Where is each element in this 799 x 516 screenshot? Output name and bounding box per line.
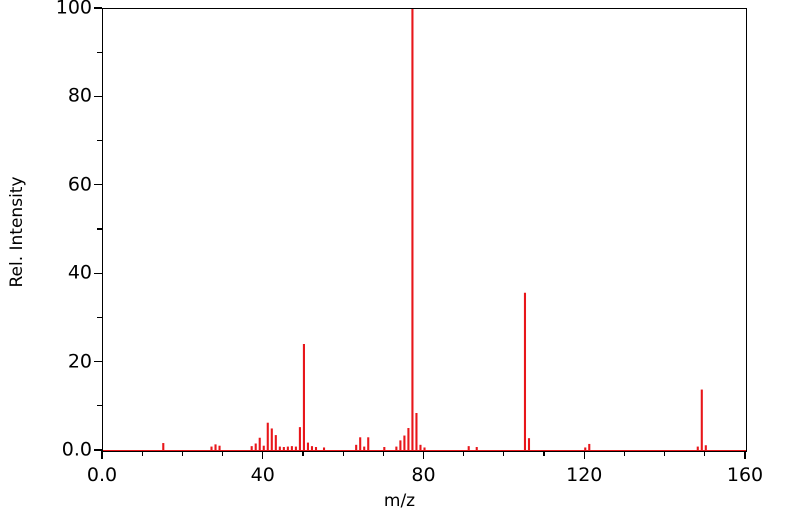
x-tick-major: [422, 451, 425, 459]
x-tick-minor: [664, 451, 666, 456]
y-tick-major: [94, 95, 102, 98]
x-tick-label: 40: [250, 464, 275, 486]
y-tick-minor: [97, 51, 102, 53]
x-axis-label: m/z: [383, 491, 416, 511]
x-tick-major: [262, 451, 264, 459]
x-tick-minor: [141, 451, 143, 456]
plot-area: [102, 8, 747, 452]
y-tick-minor: [97, 316, 102, 318]
y-tick-label: 40: [67, 261, 92, 284]
x-tick-minor: [503, 451, 505, 456]
y-tick-minor: [97, 228, 102, 230]
x-tick-label: 160: [726, 464, 764, 486]
x-tick-label: 80: [411, 464, 436, 486]
y-tick-minor: [97, 405, 102, 407]
y-tick-major: [94, 184, 102, 186]
x-tick-minor: [382, 451, 384, 456]
x-tick-minor: [342, 451, 344, 456]
x-tick-minor: [704, 451, 706, 456]
x-tick-minor: [623, 451, 626, 456]
x-tick-major: [583, 451, 585, 459]
x-tick-label: 120: [566, 464, 603, 486]
y-tick-major: [94, 449, 102, 451]
y-axis-tick-labels: 0.0 20 40 60 80 100: [0, 0, 92, 516]
x-tick-label: 0.0: [86, 464, 118, 486]
y-tick-major: [94, 7, 102, 9]
y-tick-major: [94, 360, 102, 363]
y-tick-label: 100: [55, 0, 92, 19]
x-tick-minor: [221, 451, 224, 456]
y-tick-label: 0.0: [61, 438, 92, 461]
x-tick-major: [744, 451, 746, 459]
x-tick-minor: [181, 451, 183, 456]
y-tick-label: 60: [67, 173, 92, 196]
x-tick-minor: [543, 451, 545, 456]
x-tick-minor: [463, 451, 465, 456]
x-tick-minor: [302, 451, 304, 456]
y-tick-major: [94, 272, 102, 274]
y-axis-label: Rel. Intensity: [7, 176, 27, 288]
spectrum-peaks: [103, 9, 746, 451]
y-tick-label: 20: [67, 350, 92, 373]
y-tick-minor: [97, 140, 102, 142]
y-tick-label: 80: [67, 84, 92, 107]
x-tick-major: [101, 451, 103, 459]
